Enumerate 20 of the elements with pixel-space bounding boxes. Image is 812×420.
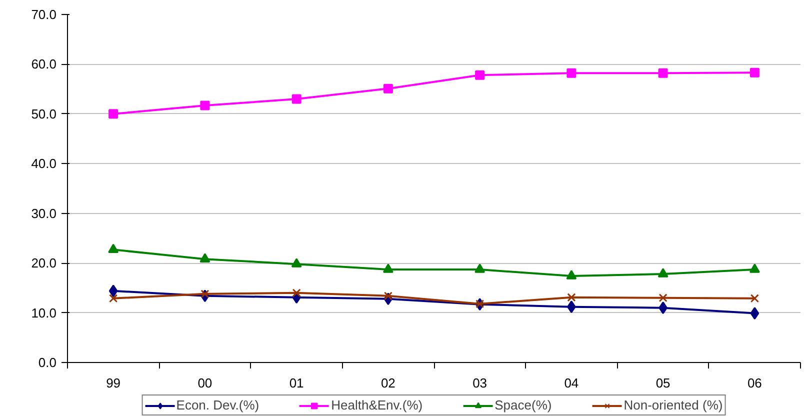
legend-label: Health&Env.(%) [331,398,423,412]
y-tick-label: 30.0 [31,206,57,221]
y-tick-label: 50.0 [31,106,57,122]
x-tick-label: 04 [564,376,579,390]
y-tick-label: 60.0 [31,56,57,72]
legend-label: Econ. Dev.(%) [176,398,260,412]
y-tick-label: 70.0 [31,7,57,22]
x-tick-label: 05 [656,376,670,390]
y-tick-label: 40.0 [31,156,57,172]
y-tick-label: 0.0 [38,355,57,370]
x-tick-label: 03 [472,376,488,390]
x-tick-label: 01 [289,376,304,390]
y-tick-label: 20.0 [31,256,57,271]
y-tick-label: 10.0 [31,305,57,320]
x-tick-label: 99 [106,376,121,390]
x-tick-label: 02 [380,376,396,390]
x-tick-label: 00 [198,376,212,390]
legend-label: Space(%) [494,398,552,412]
x-tick-label: 06 [747,376,762,390]
legend-label: Non-oriented (%) [624,398,723,412]
